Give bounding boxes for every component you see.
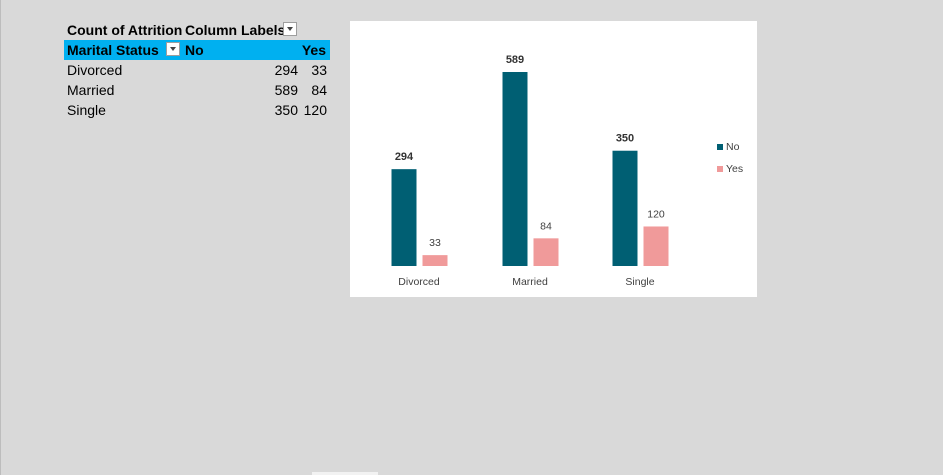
sheet-scroll-indicator[interactable] [312, 472, 378, 475]
cell-no[interactable]: 350 [274, 102, 298, 118]
row-label[interactable]: Married [67, 82, 115, 98]
column-labels-header[interactable]: Column Labels [185, 22, 286, 38]
pivot-header-row-1: Count of Attrition Column Labels [64, 20, 330, 40]
legend-entry[interactable]: No [726, 141, 740, 153]
data-label: 120 [647, 208, 665, 220]
data-label: 294 [395, 151, 414, 163]
x-tick-label: Single [625, 276, 654, 288]
bar-yes-married[interactable] [533, 238, 559, 266]
pivot-table: Count of Attrition Column Labels Marital… [64, 20, 330, 120]
cell-yes[interactable]: 33 [311, 62, 327, 78]
data-label: 33 [429, 237, 441, 249]
data-label: 350 [616, 133, 634, 145]
cell-no[interactable]: 294 [274, 62, 298, 78]
cell-yes[interactable]: 120 [303, 102, 327, 118]
column-labels-filter-button[interactable] [283, 22, 297, 36]
column-header-no[interactable]: No [185, 42, 204, 58]
row-label[interactable]: Single [67, 102, 106, 118]
bar-yes-single[interactable] [643, 226, 669, 266]
cell-yes[interactable]: 84 [311, 82, 327, 98]
pivot-header-row-2: Marital Status No Yes [64, 40, 330, 60]
data-label: 84 [540, 220, 552, 232]
row-labels-header[interactable]: Marital Status [67, 42, 159, 58]
bar-no-divorced[interactable] [391, 169, 417, 266]
pivot-row: Single 350 120 [64, 100, 330, 120]
bar-no-married[interactable] [502, 72, 528, 266]
column-header-yes[interactable]: Yes [301, 42, 326, 58]
values-field-label[interactable]: Count of Attrition [67, 22, 183, 38]
x-tick-label: Divorced [398, 276, 440, 288]
row-label[interactable]: Divorced [67, 62, 123, 78]
bar-no-single[interactable] [612, 150, 638, 266]
x-tick-label: Married [512, 276, 548, 288]
window-edge [0, 0, 1, 475]
pivot-row: Married 589 84 [64, 80, 330, 100]
pivot-row: Divorced 294 33 [64, 60, 330, 80]
cell-no[interactable]: 589 [274, 82, 298, 98]
data-label: 589 [506, 54, 524, 66]
legend-swatch [717, 166, 723, 172]
bar-yes-divorced[interactable] [422, 255, 448, 266]
legend-swatch [717, 144, 723, 150]
legend-entry[interactable]: Yes [726, 163, 743, 175]
pivot-chart[interactable]: 294 589 350 33 84 120 Divorced Married Single No Y… [350, 21, 757, 297]
row-labels-filter-button[interactable] [166, 42, 180, 56]
chart-canvas: 294 589 350 33 84 120 Divorced Married Single No Y… [391, 54, 743, 288]
